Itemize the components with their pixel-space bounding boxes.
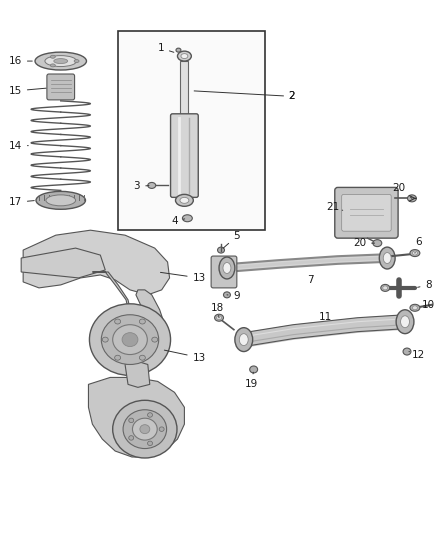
Ellipse shape xyxy=(115,355,120,360)
Text: 13: 13 xyxy=(160,272,206,283)
Ellipse shape xyxy=(148,413,152,417)
Ellipse shape xyxy=(216,316,222,320)
Polygon shape xyxy=(125,361,150,387)
Ellipse shape xyxy=(50,55,55,58)
Ellipse shape xyxy=(132,418,157,440)
Ellipse shape xyxy=(140,425,150,434)
Ellipse shape xyxy=(176,48,181,52)
Polygon shape xyxy=(92,272,132,318)
FancyBboxPatch shape xyxy=(211,256,237,288)
Ellipse shape xyxy=(123,410,166,449)
Ellipse shape xyxy=(373,240,382,247)
Text: 14: 14 xyxy=(9,141,28,151)
Ellipse shape xyxy=(219,257,235,279)
Ellipse shape xyxy=(139,319,145,324)
Ellipse shape xyxy=(36,191,85,209)
Text: 12: 12 xyxy=(409,350,425,360)
Ellipse shape xyxy=(410,304,420,311)
Text: 2: 2 xyxy=(288,91,295,101)
Ellipse shape xyxy=(396,310,414,334)
Ellipse shape xyxy=(113,400,177,458)
Ellipse shape xyxy=(35,52,86,70)
Ellipse shape xyxy=(223,263,231,273)
Text: 18: 18 xyxy=(210,303,224,318)
Text: 17: 17 xyxy=(9,197,34,207)
Text: 13: 13 xyxy=(164,350,206,362)
Ellipse shape xyxy=(403,348,411,355)
FancyBboxPatch shape xyxy=(342,195,391,231)
Ellipse shape xyxy=(74,60,79,62)
Ellipse shape xyxy=(148,441,152,446)
Ellipse shape xyxy=(413,251,417,255)
FancyBboxPatch shape xyxy=(47,74,74,100)
Ellipse shape xyxy=(215,314,223,321)
FancyBboxPatch shape xyxy=(335,188,398,238)
Ellipse shape xyxy=(381,285,390,292)
Ellipse shape xyxy=(239,334,248,345)
Ellipse shape xyxy=(180,197,189,203)
Polygon shape xyxy=(136,290,165,340)
Ellipse shape xyxy=(54,59,68,63)
Ellipse shape xyxy=(181,54,188,59)
Text: 4: 4 xyxy=(171,216,185,226)
Ellipse shape xyxy=(383,286,388,290)
Ellipse shape xyxy=(102,337,108,342)
Polygon shape xyxy=(21,248,105,278)
Text: 15: 15 xyxy=(9,86,46,96)
Polygon shape xyxy=(23,230,170,295)
Ellipse shape xyxy=(122,333,138,346)
Ellipse shape xyxy=(50,64,55,67)
Ellipse shape xyxy=(129,435,134,440)
Text: 6: 6 xyxy=(415,237,422,253)
Ellipse shape xyxy=(159,427,164,431)
Ellipse shape xyxy=(45,55,77,67)
FancyBboxPatch shape xyxy=(170,114,198,197)
Ellipse shape xyxy=(407,195,417,202)
Ellipse shape xyxy=(223,292,230,298)
Ellipse shape xyxy=(113,325,147,354)
Ellipse shape xyxy=(218,247,224,253)
Text: 7: 7 xyxy=(307,275,313,285)
Ellipse shape xyxy=(401,316,410,328)
Bar xyxy=(118,31,265,230)
Ellipse shape xyxy=(383,253,391,263)
Ellipse shape xyxy=(101,315,159,365)
Polygon shape xyxy=(88,377,184,457)
Ellipse shape xyxy=(183,215,192,222)
Ellipse shape xyxy=(148,182,156,188)
Text: 10: 10 xyxy=(422,300,435,310)
Ellipse shape xyxy=(89,304,170,375)
Ellipse shape xyxy=(250,366,258,373)
Text: 1: 1 xyxy=(157,43,174,53)
Text: 9: 9 xyxy=(227,291,240,301)
Text: 2: 2 xyxy=(288,91,295,101)
Text: 16: 16 xyxy=(9,56,32,66)
Ellipse shape xyxy=(410,249,420,256)
Text: 20: 20 xyxy=(392,183,412,198)
Ellipse shape xyxy=(176,195,193,206)
Text: 3: 3 xyxy=(134,181,149,191)
Ellipse shape xyxy=(152,337,158,342)
Text: 5: 5 xyxy=(223,231,240,248)
Text: 11: 11 xyxy=(319,312,332,322)
Text: 19: 19 xyxy=(245,372,258,390)
Ellipse shape xyxy=(177,51,191,61)
Ellipse shape xyxy=(139,355,145,360)
Text: 21: 21 xyxy=(326,203,343,212)
Text: 20: 20 xyxy=(353,238,374,248)
Ellipse shape xyxy=(379,247,395,269)
Bar xyxy=(180,61,188,116)
Ellipse shape xyxy=(235,328,253,352)
Text: 8: 8 xyxy=(417,280,432,290)
Ellipse shape xyxy=(413,306,417,310)
Ellipse shape xyxy=(115,319,120,324)
Ellipse shape xyxy=(46,195,76,206)
Ellipse shape xyxy=(129,418,134,423)
